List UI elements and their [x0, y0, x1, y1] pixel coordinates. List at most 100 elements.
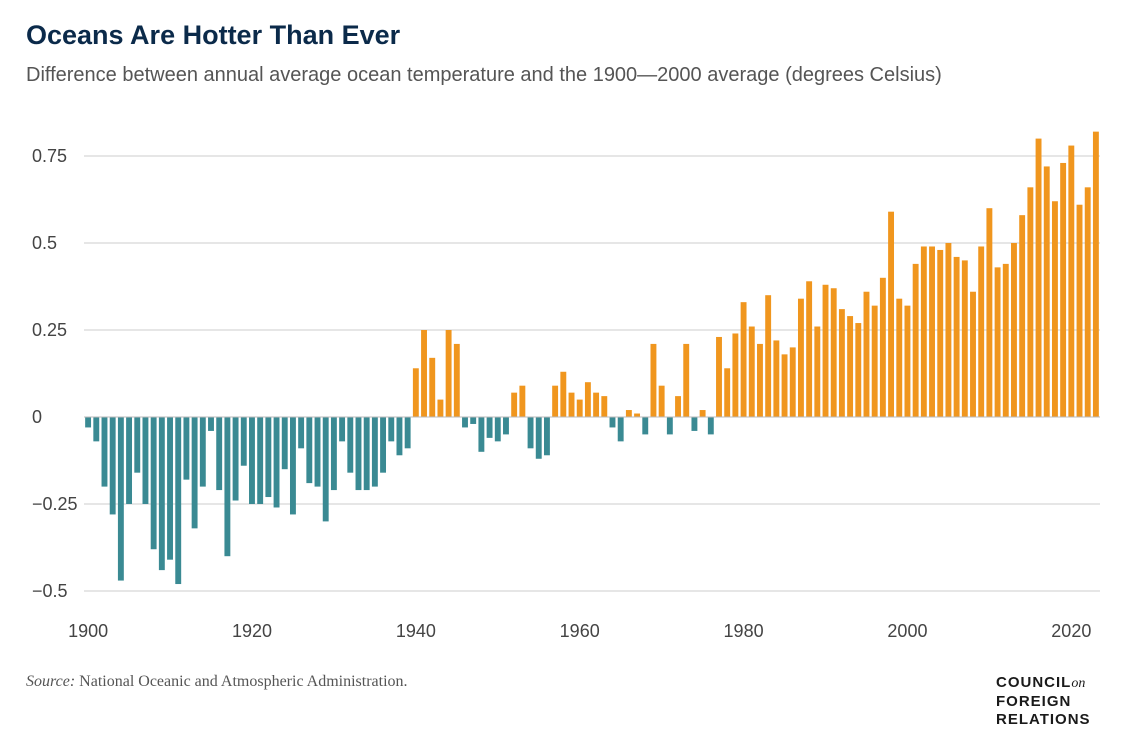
bar-1988 [806, 281, 813, 417]
bar-1981 [748, 326, 755, 417]
bar-1914 [199, 417, 206, 487]
bar-2013 [1011, 243, 1017, 417]
bar-1957 [552, 385, 559, 417]
bar-1924 [281, 417, 288, 470]
bar-1912 [183, 417, 190, 480]
logo-line-2: FOREIGN [996, 693, 1072, 710]
bar-1996 [871, 305, 878, 417]
bar-2007 [961, 260, 968, 417]
logo-line-3: RELATIONS [996, 711, 1091, 728]
x-tick-label: 2000 [887, 621, 927, 641]
bar-1916 [216, 417, 223, 491]
bar-1941 [421, 330, 427, 417]
x-tick-label: 1900 [68, 621, 108, 641]
bar-1965 [617, 417, 624, 442]
bar-1966 [625, 410, 632, 417]
bar-1976 [707, 417, 714, 435]
x-tick-label: 1980 [724, 621, 764, 641]
source-text: National Oceanic and Atmospheric Adminis… [75, 673, 408, 690]
source-note: Source: National Oceanic and Atmospheric… [26, 673, 408, 691]
bar-1938 [396, 417, 403, 456]
bar-2006 [953, 256, 960, 417]
bar-1963 [601, 396, 608, 417]
bar-1940 [412, 368, 419, 417]
bar-2001 [912, 263, 919, 417]
bar-1975 [699, 410, 706, 417]
chart-subtitle: Difference between annual average ocean … [26, 64, 942, 86]
y-tick-label: −0.25 [32, 494, 78, 514]
bar-1954 [527, 417, 534, 449]
bar-2005 [945, 243, 952, 417]
bar-1931 [339, 417, 346, 442]
bar-1979 [732, 333, 739, 417]
bar-1936 [380, 417, 387, 473]
bar-2018 [1051, 201, 1058, 417]
bar-1927 [306, 417, 313, 484]
chart-title: Oceans Are Hotter Than Ever [26, 20, 401, 50]
y-tick-label: 0.5 [32, 233, 57, 253]
bar-1935 [371, 417, 378, 487]
bar-1993 [847, 316, 854, 417]
bar-1977 [716, 336, 722, 417]
bar-2017 [1043, 166, 1050, 417]
bar-1917 [224, 417, 231, 557]
bar-1934 [363, 417, 370, 491]
bar-1974 [691, 417, 698, 431]
bar-2014 [1019, 215, 1026, 417]
bar-1987 [797, 298, 804, 417]
bar-1958 [560, 371, 567, 417]
bar-1919 [240, 417, 247, 466]
bar-1910 [167, 417, 173, 560]
bar-1946 [462, 417, 468, 428]
bar-1926 [298, 417, 305, 449]
bar-1905 [126, 417, 133, 504]
x-tick-label: 1920 [232, 621, 272, 641]
bar-1999 [896, 298, 903, 417]
bar-1937 [388, 417, 395, 442]
bar-1922 [265, 417, 272, 498]
bar-1982 [757, 343, 763, 417]
bar-2020 [1068, 145, 1075, 417]
y-tick-label: −0.5 [32, 581, 68, 601]
bar-1972 [675, 396, 681, 417]
bar-1980 [740, 302, 747, 417]
bar-1911 [175, 417, 182, 585]
bar-2023 [1092, 131, 1099, 417]
bar-1992 [838, 309, 845, 417]
source-label: Source: [26, 673, 76, 690]
logo-council: COUNCIL [996, 674, 1072, 691]
x-tick-label: 2020 [1051, 621, 1091, 641]
bar-2008 [970, 291, 976, 417]
bar-2015 [1027, 187, 1034, 417]
bar-1907 [142, 417, 149, 504]
bar-1903 [109, 417, 116, 515]
bar-1956 [543, 417, 550, 456]
bar-1955 [535, 417, 542, 459]
bar-1942 [429, 357, 436, 417]
bar-1918 [232, 417, 239, 501]
bar-1985 [781, 354, 788, 417]
bar-2016 [1035, 138, 1042, 417]
bar-1995 [863, 291, 870, 417]
y-tick-label: 0 [32, 407, 42, 427]
bar-1915 [208, 417, 214, 431]
bars [85, 131, 1099, 585]
bar-1949 [486, 417, 493, 438]
logo-line-1: COUNCILon [996, 674, 1106, 693]
bar-1984 [773, 340, 780, 417]
bar-1990 [822, 284, 829, 417]
bar-1953 [519, 385, 526, 417]
bar-1932 [347, 417, 354, 473]
bar-1959 [568, 392, 575, 417]
bar-1951 [503, 417, 509, 435]
bar-2021 [1076, 204, 1083, 417]
y-tick-label: 0.75 [32, 146, 67, 166]
bar-1920 [249, 417, 255, 504]
bar-1978 [724, 368, 731, 417]
cfr-logo: COUNCILon FOREIGN RELATIONS [996, 674, 1106, 729]
bar-1973 [683, 343, 690, 417]
bar-1948 [478, 417, 485, 452]
bar-1986 [789, 347, 796, 417]
